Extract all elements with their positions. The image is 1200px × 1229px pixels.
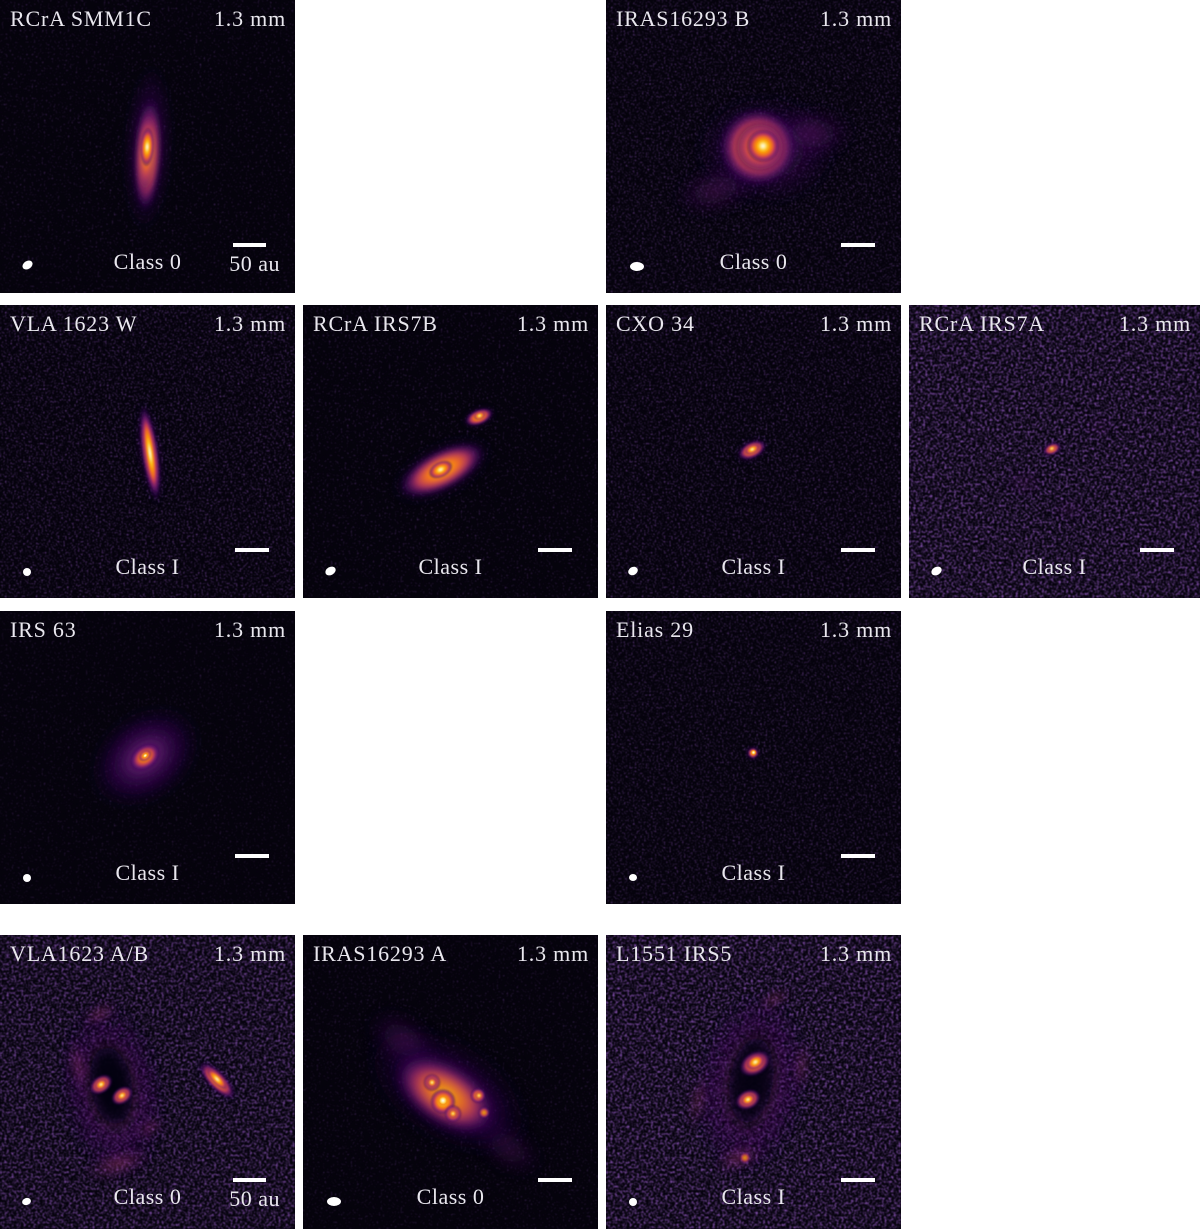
beam-ellipse: [327, 1197, 341, 1206]
wavelength-label: 1.3 mm: [1118, 311, 1191, 336]
class-label: Class I: [115, 860, 180, 885]
panel-iras16293-a: IRAS16293 A 1.3 mm Class 0: [303, 935, 598, 1229]
wavelength-label: 1.3 mm: [819, 311, 892, 336]
beam-ellipse: [629, 1198, 637, 1206]
wavelength-label: 1.3 mm: [819, 941, 892, 966]
beam-ellipse: [630, 262, 644, 271]
source-name: Elias 29: [616, 617, 694, 642]
class-label: Class 0: [416, 1184, 485, 1209]
panel-elias-29: Elias 29 1.3 mm Class I: [606, 611, 901, 904]
scale-bar: [233, 1178, 266, 1182]
wavelength-label: 1.3 mm: [213, 617, 286, 642]
class-label: Class 0: [113, 249, 182, 274]
beam-ellipse: [629, 874, 637, 881]
source-name: VLA 1623 W: [10, 311, 138, 336]
class-label: Class I: [721, 860, 786, 885]
source-name: RCrA SMM1C: [10, 6, 152, 31]
source-name: RCrA IRS7A: [919, 311, 1045, 336]
source-name: RCrA IRS7B: [313, 311, 438, 336]
source-name: VLA1623 A/B: [10, 941, 149, 966]
wavelength-label: 1.3 mm: [213, 6, 286, 31]
scale-bar: [235, 548, 269, 552]
class-label: Class I: [721, 1184, 786, 1209]
scale-bar: [235, 854, 269, 858]
scale-bar: [538, 548, 572, 552]
beam-ellipse: [23, 874, 31, 882]
source-name: CXO 34: [616, 311, 695, 336]
panel-vla1623-w: VLA 1623 W 1.3 mm Class I: [0, 305, 295, 598]
panel-cxo-34: CXO 34 1.3 mm Class I: [606, 305, 901, 598]
sky-image: [606, 0, 901, 293]
class-label: Class 0: [113, 1184, 182, 1209]
beam-ellipse: [23, 568, 31, 576]
scale-bar: [841, 854, 875, 858]
scale-bar: [538, 1178, 572, 1182]
wavelength-label: 1.3 mm: [516, 311, 589, 336]
scale-bar: [841, 548, 875, 552]
source-name: L1551 IRS5: [616, 941, 733, 966]
scale-label: 50 au: [229, 251, 280, 276]
panel-rcra-smm1c: RCrA SMM1C 1.3 mm Class 0 50 au: [0, 0, 295, 293]
panel-l1551-irs5: L1551 IRS5 1.3 mm Class I: [606, 935, 901, 1229]
wavelength-label: 1.3 mm: [213, 311, 286, 336]
panel-rcra-irs7a: RCrA IRS7A 1.3 mm Class I: [909, 305, 1200, 598]
sky-image: [0, 611, 295, 904]
source-name: IRAS16293 A: [313, 941, 448, 966]
panel-vla1623-ab: VLA1623 A/B 1.3 mm Class 0 50 au: [0, 935, 295, 1229]
wavelength-label: 1.3 mm: [516, 941, 589, 966]
source-name: IRS 63: [10, 617, 77, 642]
scale-bar: [841, 243, 875, 247]
panel-irs-63: IRS 63 1.3 mm Class I: [0, 611, 295, 904]
class-label: Class I: [115, 554, 180, 579]
wavelength-label: 1.3 mm: [819, 6, 892, 31]
class-label: Class 0: [719, 249, 788, 274]
scale-bar: [233, 243, 266, 247]
wavelength-label: 1.3 mm: [819, 617, 892, 642]
panel-iras16293-b: IRAS16293 B 1.3 mm Class 0: [606, 0, 901, 293]
scale-label: 50 au: [229, 1186, 280, 1211]
class-label: Class I: [418, 554, 483, 579]
panel-rcra-irs7b: RCrA IRS7B 1.3 mm Class I: [303, 305, 598, 598]
class-label: Class I: [721, 554, 786, 579]
scale-bar: [841, 1178, 875, 1182]
sky-image: [303, 305, 598, 598]
source-name: IRAS16293 B: [616, 6, 751, 31]
wavelength-label: 1.3 mm: [213, 941, 286, 966]
sky-image: [606, 935, 901, 1229]
scale-bar: [1140, 548, 1174, 552]
sky-image: [0, 0, 295, 293]
class-label: Class I: [1022, 554, 1087, 579]
